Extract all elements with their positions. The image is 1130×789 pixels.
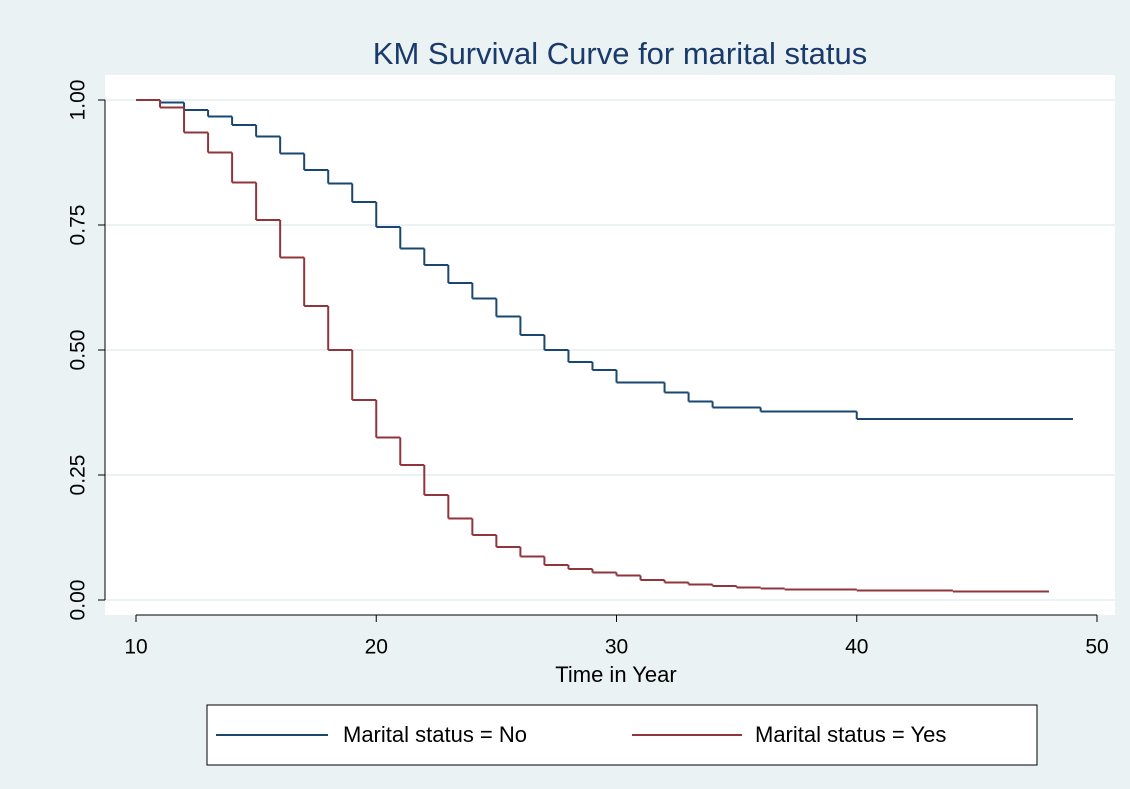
x-axis-label: Time in Year <box>555 662 676 687</box>
x-tick-label: 10 <box>124 636 147 659</box>
legend-box <box>206 704 1038 766</box>
legend-label: Marital status = Yes <box>755 722 946 747</box>
x-tick-label: 20 <box>365 636 388 659</box>
chart-title: KM Survival Curve for marital status <box>373 36 867 71</box>
plot-region <box>105 75 1115 615</box>
y-tick-label: 0.50 <box>67 330 90 371</box>
y-tick-label: 0.00 <box>67 580 90 621</box>
x-tick-label: 40 <box>845 636 868 659</box>
legend-label: Marital status = No <box>343 722 527 747</box>
y-tick-label: 1.00 <box>67 80 90 121</box>
y-tick-label: 0.75 <box>67 205 90 246</box>
y-tick-label: 0.25 <box>67 455 90 496</box>
x-tick-label: 30 <box>605 636 628 659</box>
x-tick-label: 50 <box>1085 636 1108 659</box>
